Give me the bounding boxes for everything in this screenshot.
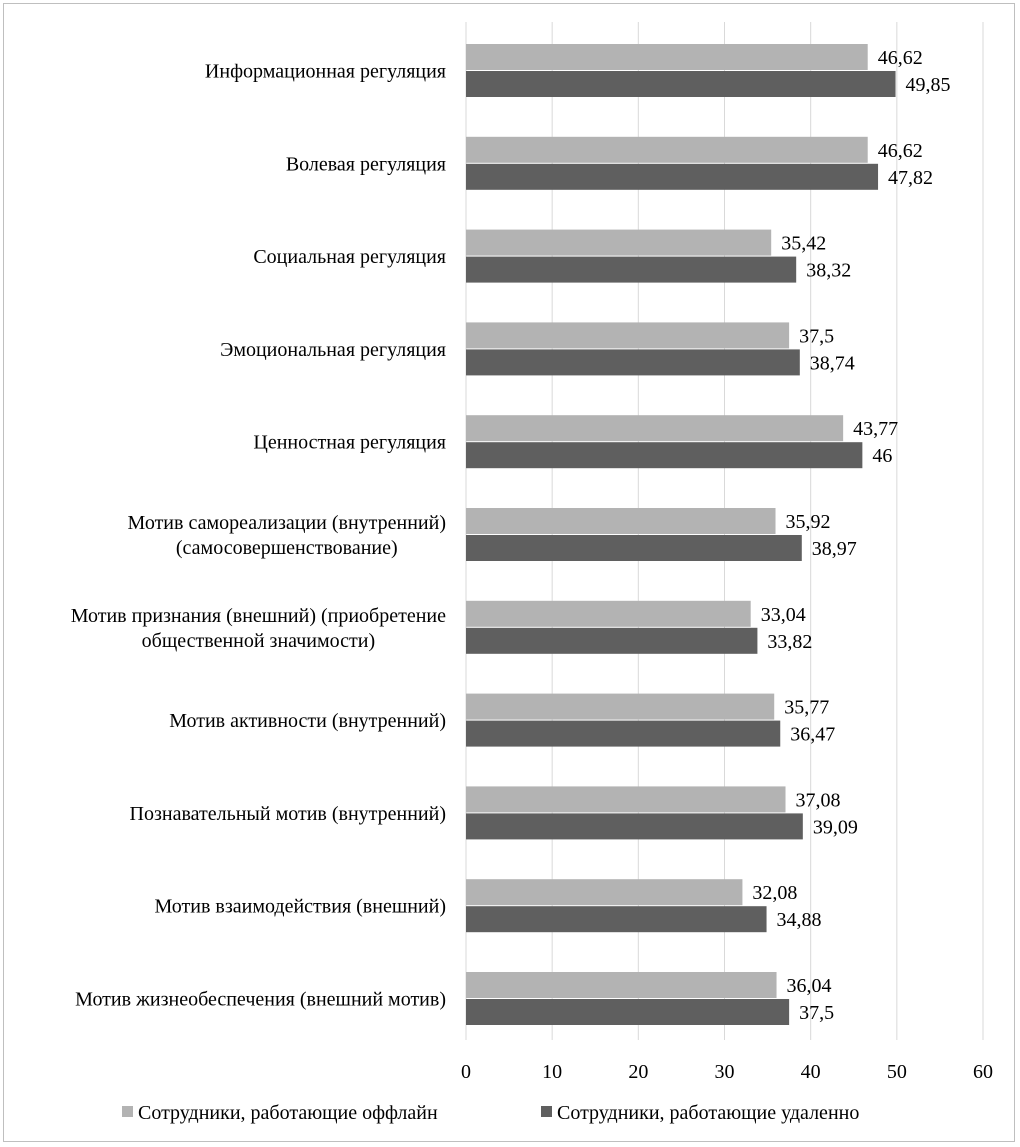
category-label: Мотив признания (внешний) (приобретение	[71, 605, 446, 627]
x-axis-ticks: 0 10 20 30 40 50 60	[461, 1061, 993, 1083]
data-label: 39,09	[813, 816, 858, 838]
bar	[466, 535, 802, 561]
bar	[466, 627, 758, 654]
category-label: Волевая регуляция	[286, 153, 446, 175]
gridlines	[465, 22, 984, 1040]
bar	[466, 415, 844, 442]
bar	[466, 786, 786, 813]
bars: 46,62 49,85 46,62 47,82 35,42 38,32 37,5 38,74 4…	[466, 44, 951, 1025]
category-label: общественной значимости)	[142, 630, 375, 652]
chart-frame	[3, 3, 1015, 1142]
x-tick-label: 10	[542, 1061, 562, 1083]
category-label: (самосовершенствование)	[176, 537, 398, 559]
bar	[466, 136, 868, 163]
bar	[466, 229, 772, 256]
x-tick-label: 50	[887, 1061, 907, 1083]
bar	[466, 813, 803, 840]
legend-label: Сотрудники, работающие оффлайн	[138, 1102, 438, 1124]
data-label: 36,04	[787, 975, 832, 997]
category-label: Мотив жизнеобеспечения (внешний мотив)	[75, 989, 446, 1011]
category-label: Социальная регуляция	[253, 246, 446, 268]
category-label: Мотив взаимодействия (внешний)	[155, 896, 446, 918]
bar	[466, 879, 743, 906]
x-tick-label: 40	[801, 1061, 821, 1083]
x-tick-label: 60	[973, 1061, 993, 1083]
bar	[466, 71, 896, 97]
data-label: 46	[872, 445, 892, 467]
bar	[466, 999, 790, 1025]
bar	[466, 44, 868, 70]
data-label: 37,08	[796, 789, 841, 811]
data-label: 38,32	[806, 260, 851, 282]
bar	[466, 256, 797, 283]
x-tick-label: 0	[461, 1061, 471, 1083]
bar	[466, 693, 775, 720]
x-tick-label: 20	[628, 1061, 648, 1083]
bar	[466, 972, 777, 998]
data-label: 37,5	[799, 325, 834, 347]
data-label: 38,74	[810, 352, 855, 374]
category-label: Информационная регуляция	[205, 61, 446, 83]
data-label: 35,42	[781, 233, 826, 255]
category-labels: Информационная регуляция Волевая регуляци…	[71, 61, 446, 1011]
data-label: 33,82	[767, 631, 812, 653]
data-label: 33,04	[761, 604, 806, 626]
bar	[466, 322, 790, 349]
bar	[466, 508, 776, 534]
data-label: 46,62	[878, 140, 923, 162]
data-label: 49,85	[906, 74, 951, 96]
legend-label: Сотрудники, работающие удаленно	[557, 1102, 859, 1124]
data-label: 36,47	[790, 724, 835, 746]
category-label: Эмоциональная регуляция	[220, 339, 446, 361]
data-label: 38,97	[812, 538, 857, 560]
category-label: Мотив активности (внутренний)	[169, 710, 446, 732]
data-label: 37,5	[799, 1002, 834, 1024]
bar	[466, 720, 781, 747]
bar	[466, 600, 751, 627]
bar	[466, 163, 879, 190]
x-tick-label: 30	[715, 1061, 735, 1083]
data-label: 35,77	[784, 697, 829, 719]
category-label: Ценностная регуляция	[253, 432, 446, 454]
bar	[466, 442, 863, 469]
data-label: 47,82	[888, 167, 933, 189]
data-label: 43,77	[853, 418, 898, 440]
data-label: 35,92	[786, 511, 831, 533]
legend: Сотрудники, работающие оффлайн Сотрудники…	[122, 1102, 859, 1124]
data-label: 46,62	[878, 47, 923, 69]
bar	[466, 349, 800, 376]
data-label: 34,88	[777, 909, 822, 931]
category-label: Мотив самореализации (внутренний)	[128, 512, 446, 534]
data-label: 32,08	[752, 882, 797, 904]
bar	[466, 906, 767, 933]
legend-swatch	[122, 1106, 133, 1117]
legend-swatch	[541, 1106, 552, 1117]
category-label: Познавательный мотив (внутренний)	[130, 803, 446, 825]
